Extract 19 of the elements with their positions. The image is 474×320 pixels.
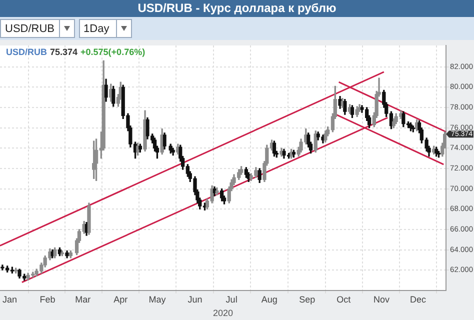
x-tick-label: Oct: [336, 294, 352, 304]
x-tick-label: Nov: [373, 294, 390, 304]
annotation: +0.575(+0.76%): [80, 46, 146, 57]
x-tick-label: Jan: [2, 294, 18, 304]
x-tick-label: Jun: [188, 294, 202, 304]
x-tick-label: Dec: [410, 294, 427, 304]
x-tick-label: Feb: [40, 294, 56, 304]
x-tick-label: Sep: [299, 294, 316, 304]
x-tick-label: Mar: [75, 294, 91, 304]
dropdown: 1Day: [78, 19, 132, 38]
dropdown: USD/RUB: [0, 19, 75, 38]
x-axis-title: 2020: [213, 308, 234, 318]
annotation: 75.374: [50, 46, 78, 57]
x-tick-label: Aug: [261, 294, 278, 304]
x-tick-label: Apr: [114, 294, 128, 304]
annotation: USD/RUB: [6, 46, 48, 57]
x-tick-label: Jul: [226, 294, 238, 304]
chart-title: USD/RUB - Курс доллара к рублю: [0, 0, 474, 17]
x-tick-label: May: [148, 294, 166, 304]
